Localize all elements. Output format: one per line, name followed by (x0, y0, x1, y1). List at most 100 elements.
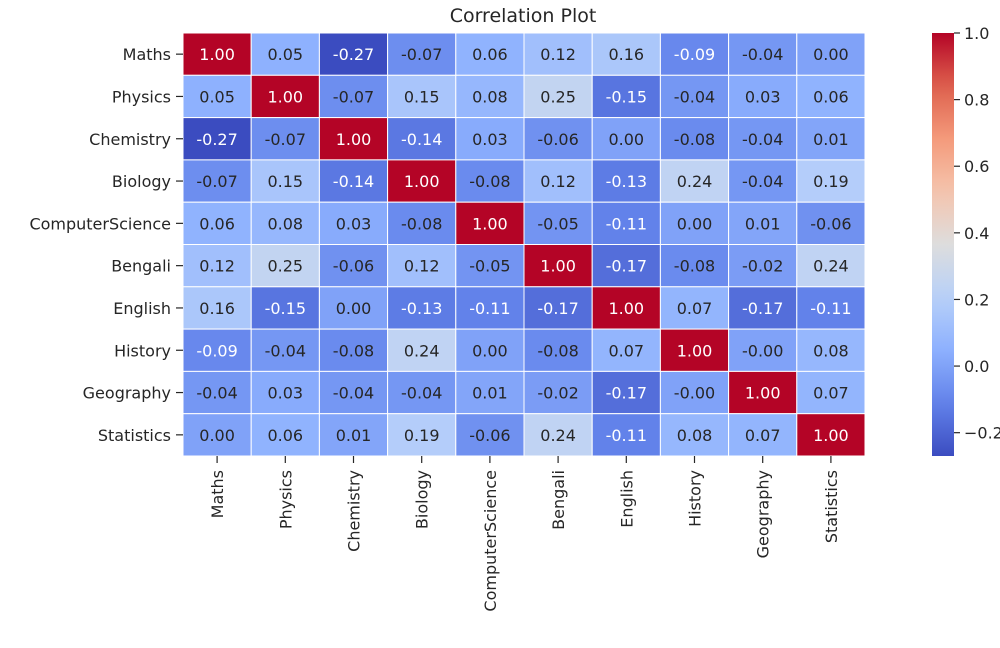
heatmap-cell (387, 286, 457, 330)
cell-value-label: -0.06 (537, 130, 578, 149)
cell-value-label: -0.11 (606, 426, 647, 445)
cell-value-label: -0.08 (674, 257, 715, 276)
cell-value-label: -0.11 (810, 299, 851, 318)
heatmap-cell (728, 201, 798, 245)
cell-value-label: -0.17 (537, 299, 578, 318)
heatmap-cell (728, 74, 798, 119)
cell-value-label: 0.16 (199, 299, 235, 318)
heatmap-cell (591, 370, 661, 415)
colorbar-tick-label: −0.2 (964, 424, 1000, 443)
heatmap-cell (523, 159, 593, 203)
heatmap-cell (591, 201, 661, 245)
cell-value-label: -0.04 (196, 384, 237, 403)
cell-value-label: 1.00 (540, 257, 576, 276)
heatmap-cell (523, 328, 593, 372)
cell-value-label: -0.13 (606, 172, 647, 191)
row-label: History (114, 341, 171, 360)
cell-value-label: -0.08 (333, 341, 374, 360)
cell-value-label: -0.04 (674, 87, 715, 106)
heatmap-cell (591, 286, 661, 330)
cell-value-label: 0.01 (813, 130, 849, 149)
heatmap-cell (728, 244, 798, 288)
cell-value-label: 0.06 (472, 45, 508, 64)
heatmap-cell (182, 413, 252, 457)
cell-value-label: 1.00 (608, 299, 644, 318)
cell-value-label: 0.03 (745, 87, 781, 106)
colorbar-tick-label: 0.4 (964, 224, 989, 243)
cell-value-label: 0.25 (267, 257, 303, 276)
heatmap-cell (387, 328, 457, 372)
cell-value-label: -0.05 (537, 214, 578, 233)
heatmap-cell (728, 286, 798, 330)
cell-value-label: -0.04 (333, 384, 374, 403)
cell-value-label: 1.00 (813, 426, 849, 445)
heatmap-cell (182, 32, 252, 76)
cell-value-label: -0.06 (810, 214, 851, 233)
cell-value-label: 0.07 (813, 384, 849, 403)
heatmap-cell (318, 117, 389, 161)
cell-value-label: 0.12 (540, 45, 576, 64)
heatmap-cell (591, 413, 661, 457)
row-label: English (113, 299, 171, 318)
heatmap-cell (250, 32, 320, 76)
column-label: Bengali (549, 470, 568, 530)
cell-value-label: 0.15 (267, 172, 303, 191)
heatmap-cell (728, 413, 798, 457)
cell-value-label: 0.00 (199, 426, 235, 445)
heatmap-cell (523, 286, 593, 330)
heatmap-cell (182, 159, 252, 203)
cell-value-label: -0.04 (742, 45, 783, 64)
cell-value-label: -0.14 (333, 172, 374, 191)
cell-value-label: 0.08 (677, 426, 713, 445)
cell-value-label: -0.08 (401, 214, 442, 233)
heatmap-cell (455, 370, 525, 415)
column-label: English (617, 470, 636, 528)
cell-value-label: 0.19 (813, 172, 849, 191)
cell-value-label: 0.01 (745, 214, 781, 233)
cell-value-label: 0.08 (813, 341, 849, 360)
cell-value-label: 0.06 (813, 87, 849, 106)
cell-value-label: -0.15 (606, 87, 647, 106)
heatmap-cell (659, 328, 730, 372)
heatmap-cell (387, 370, 457, 415)
cell-value-label: -0.17 (742, 299, 783, 318)
cell-value-label: -0.00 (674, 384, 715, 403)
cell-value-label: 0.03 (267, 384, 303, 403)
colorbar (932, 33, 954, 456)
heatmap-cell (796, 74, 866, 119)
heatmap-cell (182, 117, 252, 161)
cell-value-label: 1.00 (404, 172, 440, 191)
cell-value-label: 0.07 (677, 299, 713, 318)
cell-value-label: -0.07 (401, 45, 442, 64)
cell-value-label: 1.00 (336, 130, 372, 149)
cell-value-label: -0.08 (537, 341, 578, 360)
heatmap-cell (591, 159, 661, 203)
cell-value-label: 0.08 (472, 87, 508, 106)
cell-value-label: -0.08 (674, 130, 715, 149)
heatmap-cell (318, 370, 389, 415)
cell-value-label: -0.07 (265, 130, 306, 149)
heatmap-cell (659, 117, 730, 161)
cell-value-label: 0.12 (404, 257, 440, 276)
cell-value-label: 0.24 (677, 172, 713, 191)
cell-value-label: -0.07 (196, 172, 237, 191)
cell-value-label: -0.04 (742, 172, 783, 191)
cell-value-label: 0.16 (608, 45, 644, 64)
heatmap-cell (659, 370, 730, 415)
heatmap-cells: 1.00 0.05 -0.27 -0.07 0.06 0.12 0.16 -0.09 -0.04… (182, 32, 866, 457)
row-label: Bengali (111, 257, 171, 276)
heatmap-cell (659, 74, 730, 119)
heatmap-cell (318, 328, 389, 372)
cell-value-label: 0.08 (267, 214, 303, 233)
heatmap-cell (728, 117, 798, 161)
cell-value-label: 1.00 (745, 384, 781, 403)
heatmap-cell (523, 32, 593, 76)
heatmap-cell (318, 32, 389, 76)
heatmap-cell (455, 328, 525, 372)
cell-value-label: 0.19 (404, 426, 440, 445)
heatmap-cell (523, 201, 593, 245)
cell-value-label: -0.04 (742, 130, 783, 149)
column-label: Maths (208, 470, 227, 518)
cell-value-label: 0.05 (199, 87, 235, 106)
heatmap-cell (591, 117, 661, 161)
